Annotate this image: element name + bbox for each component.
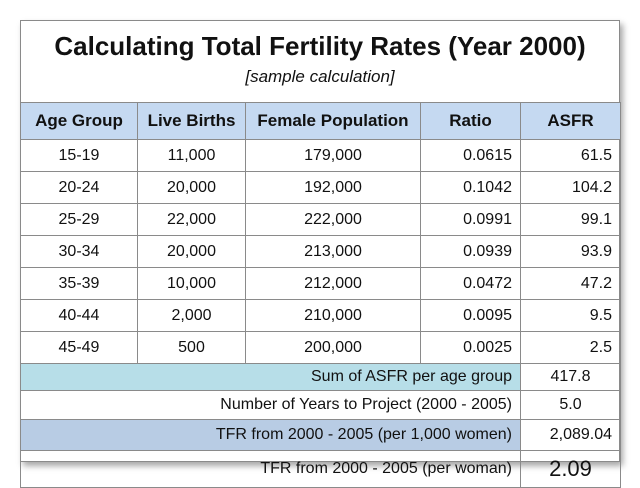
cell: 0.1042 [420,171,521,204]
cell: 99.1 [520,203,621,236]
cell: 0.0472 [420,267,521,300]
sheet: Calculating Total Fertility Rates (Year … [20,20,621,488]
cell: 20-24 [20,171,138,204]
cell: 0.0991 [420,203,521,236]
cell: 47.2 [520,267,621,300]
cell: 35-39 [20,267,138,300]
cell: 213,000 [245,235,421,268]
cell: 11,000 [137,139,246,172]
cell: 179,000 [245,139,421,172]
cell: 104.2 [520,171,621,204]
cell: 45-49 [20,331,138,364]
cell: 2,000 [137,299,246,332]
summary-label: Number of Years to Project (2000 - 2005) [20,390,521,420]
cell: 61.5 [520,139,621,172]
column-header: Live Births [137,102,246,140]
summary-label: TFR from 2000 - 2005 (per woman) [20,450,521,488]
summary-value: 417.8 [520,363,621,391]
column-header: Female Population [245,102,421,140]
table-body: 15-19 11,000 179,000 0.0615 61.5 20-24 20,000 1… [20,139,621,488]
data-row: 35-39 10,000 212,000 0.0472 47.2 [20,267,621,300]
column-header: Age Group [20,102,138,140]
summary-row: TFR from 2000 - 2005 (per woman) 2.09 [20,450,621,488]
summary-row: Number of Years to Project (2000 - 2005)… [20,390,621,420]
summary-value: 5.0 [520,390,621,420]
cell: 2.5 [520,331,621,364]
cell: 200,000 [245,331,421,364]
cell: 192,000 [245,171,421,204]
cell: 10,000 [137,267,246,300]
cell: 500 [137,331,246,364]
summary-row: Sum of ASFR per age group 417.8 [20,363,621,391]
data-row: 15-19 11,000 179,000 0.0615 61.5 [20,139,621,172]
cell: 15-19 [20,139,138,172]
cell: 0.0095 [420,299,521,332]
data-row: 40-44 2,000 210,000 0.0095 9.5 [20,299,621,332]
summary-value: 2.09 [520,450,621,488]
data-row: 30-34 20,000 213,000 0.0939 93.9 [20,235,621,268]
cell: 30-34 [20,235,138,268]
summary-label: TFR from 2000 - 2005 (per 1,000 women) [20,419,521,451]
cell: 20,000 [137,235,246,268]
cell: 212,000 [245,267,421,300]
cell: 40-44 [20,299,138,332]
cell: 222,000 [245,203,421,236]
cell: 0.0939 [420,235,521,268]
header-row: Age Group Live Births Female Population Rat… [20,102,621,140]
summary-label: Sum of ASFR per age group [20,363,521,391]
column-header: ASFR [520,102,621,140]
column-header: Ratio [420,102,521,140]
cell: 93.9 [520,235,621,268]
cell: 25-29 [20,203,138,236]
cell: 210,000 [245,299,421,332]
cell: 20,000 [137,171,246,204]
data-row: 45-49 500 200,000 0.0025 2.5 [20,331,621,364]
title: Calculating Total Fertility Rates (Year … [54,31,586,61]
cell: 0.0615 [420,139,521,172]
table: Age Group Live Births Female Population Rat… [20,102,621,488]
summary-row: TFR from 2000 - 2005 (per 1,000 women) 2,… [20,419,621,451]
cell: 9.5 [520,299,621,332]
cell: 22,000 [137,203,246,236]
subtitle: [sample calculation] [245,67,395,86]
data-row: 25-29 22,000 222,000 0.0991 99.1 [20,203,621,236]
summary-value: 2,089.04 [520,419,621,451]
cell: 0.0025 [420,331,521,364]
data-row: 20-24 20,000 192,000 0.1042 104.2 [20,171,621,204]
